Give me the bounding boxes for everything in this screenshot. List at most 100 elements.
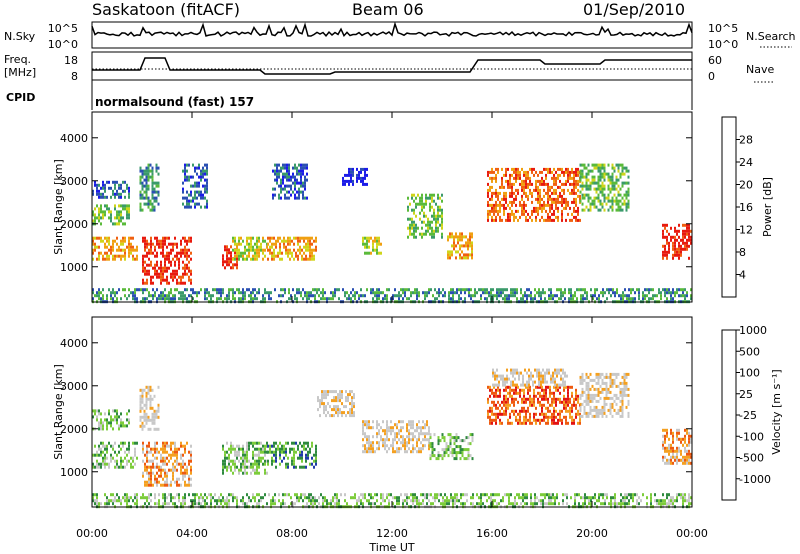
- scatter-cell: [102, 441, 104, 445]
- scatter-cell: [684, 294, 686, 298]
- scatter-cell: [118, 415, 120, 419]
- scatter-cell: [541, 182, 543, 186]
- scatter-cell: [364, 423, 366, 427]
- scatter-cell: [535, 170, 537, 174]
- scatter-cell: [305, 459, 307, 463]
- scatter-cell: [543, 203, 545, 207]
- scatter-cell: [609, 187, 612, 191]
- scatter-cell: [589, 196, 592, 200]
- scatter-cell: [294, 181, 296, 185]
- scatter-cell: [222, 257, 224, 261]
- scatter-cell: [571, 191, 573, 195]
- scatter-cell: [495, 391, 497, 395]
- scatter-cell: [487, 200, 489, 204]
- scatter-cell: [186, 272, 188, 276]
- scatter-cell: [431, 196, 433, 200]
- scatter-cell: [275, 239, 277, 243]
- scatter-cell: [168, 242, 170, 246]
- scatter-cell: [423, 205, 425, 209]
- scatter-cell: [497, 412, 499, 416]
- scatter-cell: [676, 288, 678, 292]
- scatter-cell: [302, 184, 304, 188]
- scatter-cell: [271, 450, 273, 454]
- scatter-cell: [376, 420, 378, 424]
- scatter-cell: [565, 200, 567, 204]
- scatter-cell: [438, 291, 440, 295]
- scatter-cell: [567, 170, 569, 174]
- scatter-cell: [136, 441, 138, 445]
- scatter-cell: [672, 449, 674, 453]
- scatter-cell: [206, 288, 208, 292]
- scatter-cell: [148, 444, 150, 448]
- scatter-cell: [535, 412, 537, 416]
- scatter-cell: [595, 408, 598, 412]
- scatter-cell: [553, 176, 555, 180]
- scatter-cell: [94, 236, 96, 240]
- scatter-cell: [426, 438, 428, 442]
- scatter-cell: [495, 179, 497, 183]
- scatter-cell: [498, 380, 500, 384]
- scatter-cell: [386, 438, 388, 442]
- scatter-cell: [583, 399, 586, 403]
- scatter-cell: [146, 269, 148, 273]
- scatter-cell: [623, 384, 626, 388]
- scatter-cell: [309, 257, 311, 261]
- scatter-cell: [102, 462, 104, 466]
- scatter-cell: [147, 178, 150, 182]
- scatter-cell: [501, 421, 503, 425]
- scatter-cell: [162, 483, 164, 487]
- scatter-cell: [238, 453, 240, 457]
- scatter-cell: [564, 288, 566, 292]
- scatter-cell: [294, 163, 296, 167]
- scatter-cell: [509, 421, 511, 425]
- scatter-cell: [525, 215, 527, 219]
- scatter-cell: [238, 459, 240, 463]
- scatter-cell: [368, 450, 370, 454]
- scatter-cell: [122, 180, 124, 184]
- scatter-cell: [414, 429, 416, 433]
- scatter-cell: [517, 412, 519, 416]
- scatter-cell: [124, 222, 126, 226]
- scatter-cell: [174, 453, 176, 457]
- scatter-cell: [256, 441, 258, 445]
- scatter-cell: [564, 383, 566, 387]
- scatter-cell: [613, 181, 616, 185]
- scatter-cell: [317, 399, 319, 403]
- scatter-cell: [94, 444, 96, 448]
- scatter-cell: [437, 436, 440, 440]
- scatter-cell: [468, 291, 470, 295]
- scatter-cell: [529, 397, 531, 401]
- scatter-cell: [581, 414, 584, 418]
- scatter-cell: [513, 409, 515, 413]
- scatter-cell: [160, 260, 162, 264]
- scatter-cell: [571, 403, 573, 407]
- scatter-cell: [579, 218, 581, 222]
- scatter-cell: [431, 454, 434, 458]
- scatter-cell: [362, 432, 364, 436]
- scatter-cell: [465, 241, 467, 245]
- scatter-cell: [307, 257, 309, 261]
- scatter-cell: [156, 242, 158, 246]
- scatter-cell: [309, 242, 311, 246]
- scatter-cell: [577, 394, 579, 398]
- scatter-cell: [501, 406, 503, 410]
- scatter-cell: [630, 297, 632, 301]
- scatter-cell: [154, 245, 156, 249]
- scatter-cell: [160, 269, 162, 273]
- scatter-cell: [256, 236, 258, 240]
- scatter-cell: [445, 451, 448, 455]
- scatter-cell: [297, 242, 299, 246]
- scatter-cell: [648, 297, 650, 301]
- scatter-cell: [149, 394, 152, 398]
- scatter-cell: [529, 394, 531, 398]
- scatter-cell: [158, 468, 160, 472]
- scatter-cell: [246, 447, 248, 451]
- scatter-cell: [519, 182, 521, 186]
- scatter-cell: [541, 409, 543, 413]
- scatter-cell: [523, 188, 525, 192]
- scatter-cell: [429, 445, 432, 449]
- scatter-cell: [515, 176, 517, 180]
- scatter-cell: [521, 206, 523, 210]
- scatter-cell: [625, 381, 628, 385]
- scatter-cell: [360, 170, 362, 174]
